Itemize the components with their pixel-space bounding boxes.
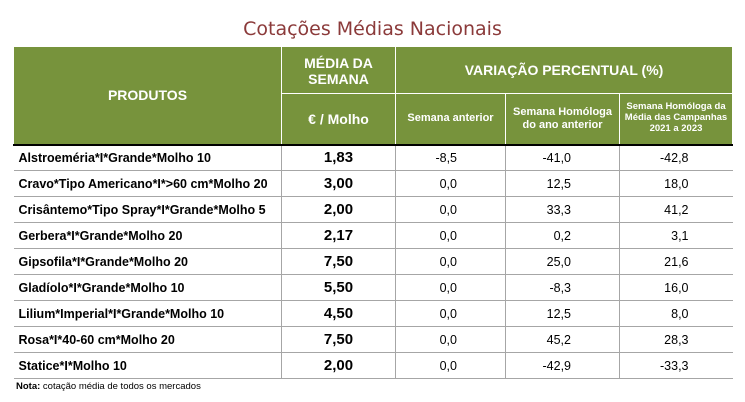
cell-produto: Gipsofila*I*Grande*Molho 20 (13, 248, 282, 275)
cell-semana-homologa: 12,5 (505, 300, 620, 327)
cell-semana-anterior: 0,0 (395, 170, 506, 197)
cell-semana-homologa-media: -33,3 (618, 352, 733, 379)
price-table: PRODUTOS MÉDIA DA SEMANA VARIAÇÃO PERCEN… (13, 46, 734, 379)
table-row: Gladíolo*I*Grande*Molho 10 5,50 0,0 -8,3 16,… (13, 274, 733, 301)
cell-semana-anterior: 0,0 (395, 274, 506, 301)
cell-media: 1,83 (281, 143, 396, 171)
cell-semana-homologa: -42,9 (505, 352, 620, 379)
table-body: Alstroeméria*I*Grande*Molho 10 1,83 -8,5 -4… (13, 143, 733, 379)
header-semana-anterior: Semana anterior (395, 93, 506, 145)
cell-media: 7,50 (281, 326, 396, 353)
cell-semana-homologa-media: 8,0 (618, 300, 733, 327)
cell-semana-anterior: -8,5 (395, 143, 506, 171)
cell-produto: Crisântemo*Tipo Spray*I*Grande*Molho 5 (13, 196, 282, 223)
cell-semana-homologa: -41,0 (505, 143, 620, 171)
cell-media: 7,50 (281, 248, 396, 275)
cell-semana-homologa-media: 41,2 (618, 196, 733, 223)
cell-semana-homologa-media: 28,3 (618, 326, 733, 353)
cell-media: 3,00 (281, 170, 396, 197)
table-row: Alstroeméria*I*Grande*Molho 10 1,83 -8,5 -4… (13, 143, 733, 171)
cell-media: 2,00 (281, 196, 396, 223)
cell-media: 2,00 (281, 352, 396, 379)
cell-produto: Rosa*I*40-60 cm*Molho 20 (13, 326, 282, 353)
header-semana-homologa: Semana Homóloga do ano anterior (505, 93, 620, 145)
table-row: Crisântemo*Tipo Spray*I*Grande*Molho 5 2,… (13, 196, 733, 223)
cell-produto: Alstroeméria*I*Grande*Molho 10 (13, 143, 282, 171)
table-row: Lilium*Imperial*I*Grande*Molho 10 4,50 0,0… (13, 300, 733, 327)
cell-semana-homologa: 45,2 (505, 326, 620, 353)
table-row: Gipsofila*I*Grande*Molho 20 7,50 0,0 25,0 21… (13, 248, 733, 275)
footnote-text: cotação média de todos os mercados (40, 381, 201, 392)
cell-semana-anterior: 0,0 (395, 222, 506, 249)
cell-semana-homologa: 12,5 (505, 170, 620, 197)
header-media-semana: MÉDIA DA SEMANA (281, 46, 396, 94)
cell-semana-anterior: 0,0 (395, 326, 506, 353)
cell-semana-homologa: 33,3 (505, 196, 620, 223)
footnote: Nota: cotação média de todos os mercados (16, 381, 201, 392)
page-title: Cotações Médias Nacionais (243, 18, 502, 40)
cell-produto: Gladíolo*I*Grande*Molho 10 (13, 274, 282, 301)
cell-semana-anterior: 0,0 (395, 196, 506, 223)
cell-semana-anterior: 0,0 (395, 352, 506, 379)
cell-media: 2,17 (281, 222, 396, 249)
table-row: Gerbera*I*Grande*Molho 20 2,17 0,0 0,2 3,1 (13, 222, 733, 249)
cell-media: 4,50 (281, 300, 396, 327)
cell-semana-homologa-media: 16,0 (618, 274, 733, 301)
header-semana-homologa-media: Semana Homóloga da Média das Campanhas 2… (618, 93, 734, 145)
cell-semana-anterior: 0,0 (395, 300, 506, 327)
cell-media: 5,50 (281, 274, 396, 301)
cell-semana-homologa-media: 3,1 (618, 222, 733, 249)
header-variacao: VARIAÇÃO PERCENTUAL (%) (394, 46, 734, 94)
table-row: Statice*I*Molho 10 2,00 0,0 -42,9 -33,3 (13, 352, 733, 379)
cell-produto: Lilium*Imperial*I*Grande*Molho 10 (13, 300, 282, 327)
cell-produto: Cravo*Tipo Americano*I*>60 cm*Molho 20 (13, 170, 282, 197)
cell-produto: Statice*I*Molho 10 (13, 352, 282, 379)
cell-semana-homologa-media: 18,0 (618, 170, 733, 197)
cell-semana-homologa-media: 21,6 (618, 248, 733, 275)
header-produtos: PRODUTOS (13, 46, 282, 145)
cell-produto: Gerbera*I*Grande*Molho 20 (13, 222, 282, 249)
cell-semana-homologa: 25,0 (505, 248, 620, 275)
footnote-label: Nota: (16, 381, 41, 392)
cell-semana-homologa: -8,3 (505, 274, 620, 301)
header-unidade: € / Molho (281, 93, 396, 145)
cell-semana-homologa-media: -42,8 (618, 143, 733, 171)
cell-semana-homologa: 0,2 (505, 222, 620, 249)
cell-semana-anterior: 0,0 (395, 248, 506, 275)
table-row: Cravo*Tipo Americano*I*>60 cm*Molho 20 3,… (13, 170, 733, 197)
table-row: Rosa*I*40-60 cm*Molho 20 7,50 0,0 45,2 28,3 (13, 326, 733, 353)
